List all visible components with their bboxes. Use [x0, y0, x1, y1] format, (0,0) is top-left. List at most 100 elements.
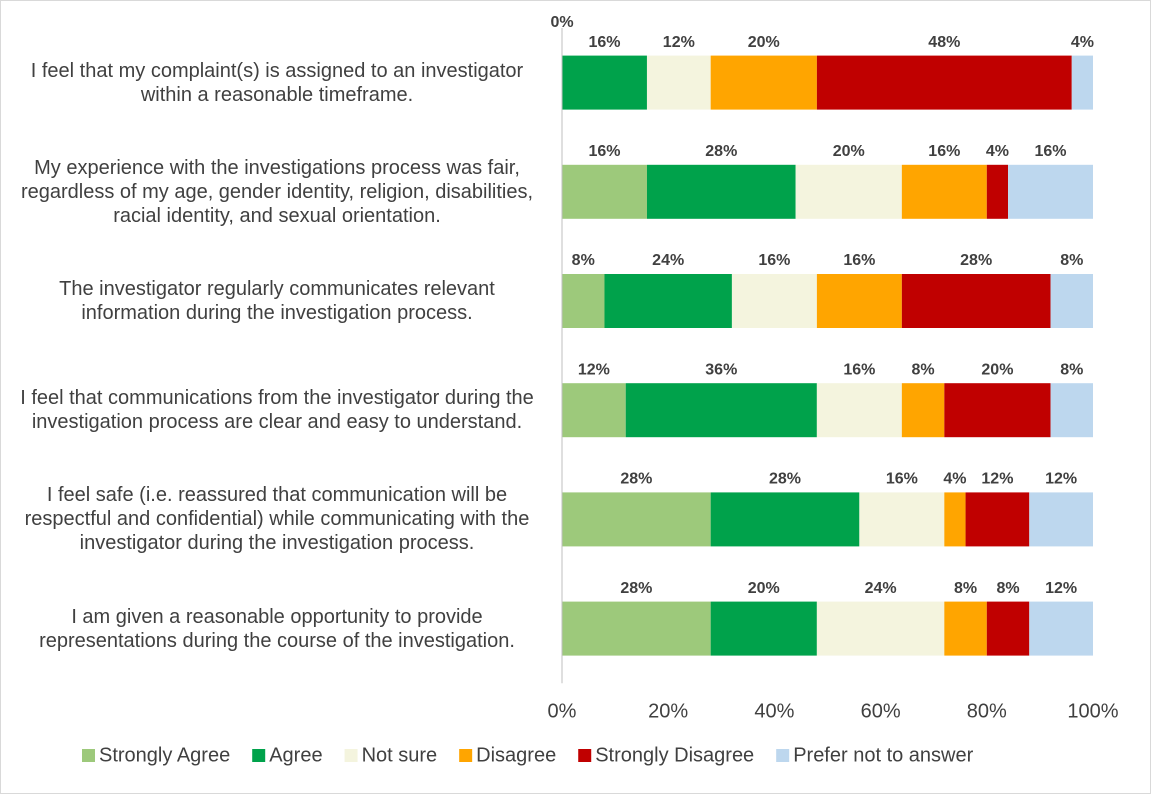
category-label-box: I feel that communications from the inve… [2, 355, 542, 465]
data-label: 4% [1071, 34, 1094, 51]
bar-segment [1029, 601, 1093, 656]
data-label: 12% [981, 471, 1013, 488]
legend-label: Agree [269, 744, 322, 766]
legend-swatch [344, 749, 358, 762]
legend-label: Strongly Agree [99, 744, 230, 766]
bar-segment [562, 601, 711, 656]
bar-segment [604, 274, 732, 328]
data-label: 20% [748, 34, 780, 51]
category-label-box: I am given a reasonable opportunity to p… [2, 574, 542, 684]
bar-segment [986, 164, 1009, 219]
legend-label: Prefer not to answer [793, 744, 973, 766]
bar-segment [901, 383, 945, 438]
bar-segment [816, 55, 1072, 110]
data-label: 16% [843, 361, 875, 378]
data-label: 28% [620, 580, 652, 597]
category-label: I am given a reasonable opportunity to p… [39, 605, 515, 652]
bar-segment [562, 55, 647, 110]
legend-swatch [776, 749, 790, 762]
data-label: 12% [1045, 580, 1077, 597]
data-label: 16% [588, 143, 620, 160]
bar-segment [944, 601, 987, 656]
data-label: 12% [663, 34, 695, 51]
bar-segment [944, 383, 1051, 438]
bar-segment [1008, 164, 1093, 219]
data-label: 8% [912, 361, 935, 378]
data-label: 16% [758, 252, 790, 269]
x-tick-label: 40% [754, 700, 794, 722]
bar-segment [1071, 55, 1093, 110]
bar-segment [816, 274, 902, 328]
bar-segment [710, 601, 817, 656]
category-label: The investigator regularly communicates … [59, 278, 495, 324]
legend-swatch [459, 749, 473, 762]
data-label: 28% [769, 471, 801, 488]
bar-segment [646, 164, 796, 219]
bar-segment [1029, 492, 1093, 547]
bar-segment [901, 164, 987, 219]
data-label: 24% [652, 252, 684, 269]
category-label: I feel that my complaint(s) is assigned … [30, 59, 524, 106]
x-tick-label: 80% [967, 700, 1007, 722]
category-label: My experience with the investigations pr… [20, 156, 534, 227]
legend-label: Disagree [476, 744, 556, 766]
data-label: 8% [572, 252, 595, 269]
legend-label: Not sure [362, 744, 438, 766]
bar-segment [562, 383, 626, 438]
x-tick-label: 100% [1067, 700, 1118, 722]
data-label: 12% [578, 361, 610, 378]
bar-segment [901, 274, 1051, 328]
data-label: 16% [843, 252, 875, 269]
data-label: 36% [705, 361, 737, 378]
bar-segment [562, 274, 605, 328]
legend-swatch [82, 749, 95, 762]
bar-segment [562, 492, 711, 547]
data-label: 28% [960, 252, 992, 269]
category-label-box: My experience with the investigations pr… [2, 137, 542, 247]
legend-swatch [252, 749, 266, 762]
data-label: 8% [1060, 361, 1083, 378]
category-label: I feel that communications from the inve… [20, 387, 534, 434]
data-label: 8% [1060, 252, 1083, 269]
bar-segment [625, 383, 817, 438]
bar-segment [795, 164, 902, 219]
bar-segment [816, 383, 902, 438]
bar-segment [1050, 383, 1093, 438]
data-label: 0% [550, 14, 573, 31]
category-label-box: I feel that my complaint(s) is assigned … [2, 28, 542, 138]
bar-segment [710, 55, 817, 110]
data-label: 8% [996, 580, 1019, 597]
data-label: 16% [588, 34, 620, 51]
bar-segment [986, 601, 1030, 656]
data-label: 4% [943, 471, 966, 488]
category-label-box: I feel safe (i.e. reassured that communi… [2, 464, 542, 574]
legend-swatch [578, 749, 592, 762]
bar-segment [965, 492, 1030, 547]
category-label: I feel safe (i.e. reassured that communi… [24, 484, 530, 555]
category-label-box: The investigator regularly communicates … [2, 246, 542, 356]
bar-segment [562, 164, 647, 219]
data-label: 12% [1045, 471, 1077, 488]
data-label: 20% [833, 143, 865, 160]
bar-segment [859, 492, 945, 547]
data-label: 28% [705, 143, 737, 160]
legend-label: Strongly Disagree [595, 744, 754, 766]
x-tick-label: 20% [648, 700, 688, 722]
data-label: 4% [986, 143, 1009, 160]
data-label: 20% [748, 580, 780, 597]
data-label: 28% [620, 471, 652, 488]
data-label: 16% [886, 471, 918, 488]
bar-segment [731, 274, 817, 328]
bar-segment [1050, 274, 1093, 328]
data-label: 24% [865, 580, 897, 597]
x-tick-label: 60% [861, 700, 901, 722]
data-label: 8% [954, 580, 977, 597]
bar-segment [646, 55, 711, 110]
bar-segment [944, 492, 966, 547]
x-tick-label: 0% [548, 700, 577, 722]
bar-segment [710, 492, 860, 547]
data-label: 16% [928, 143, 960, 160]
data-label: 48% [928, 34, 960, 51]
